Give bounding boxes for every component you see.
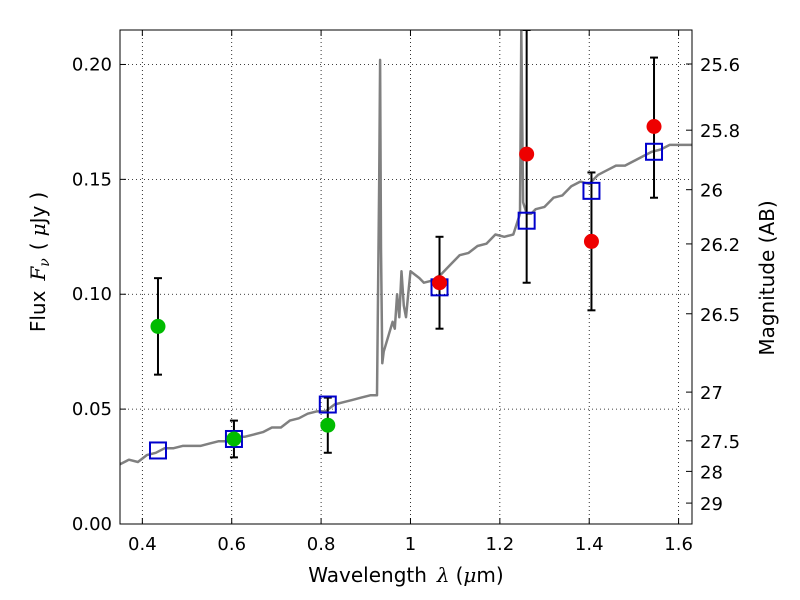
x-axis-title-text: Wavelength [308, 563, 427, 587]
model-square-marker [645, 142, 664, 161]
y-tick-label: 0.00 [72, 514, 112, 535]
y-axis-title-text: Flux [26, 290, 50, 332]
red-data-point [432, 275, 448, 291]
right-axis-ticks: 25.6 25.8 26 26.2 26.5 27 27.5 28 29 [686, 55, 740, 515]
red-data-point [519, 146, 535, 162]
x-tick-label: 1.4 [575, 534, 604, 555]
y-axis-title-unit-open: ( [26, 242, 50, 250]
x-tick-label: 1.6 [664, 534, 693, 555]
y-axis-title: Flux Fν ( μJy) [26, 192, 53, 332]
data-points-group [148, 119, 664, 460]
red-data-point [646, 119, 662, 135]
green-data-point [150, 318, 166, 334]
x-tick-label: 1.2 [486, 534, 515, 555]
model-square-marker [318, 395, 337, 414]
y-axis-title-unit-mu: μ [26, 223, 50, 236]
y-axis-title-unit-rest: Jy [26, 205, 50, 225]
y-axis-title-subscript: ν [37, 258, 53, 267]
magnitude-tick-label: 25.8 [700, 121, 740, 142]
y-tick-label: 0.10 [72, 284, 112, 305]
model-square-marker [582, 181, 601, 200]
x-tick-label: 0.8 [307, 534, 336, 555]
x-axis-title-unit-rest: m) [476, 563, 503, 587]
y-axis-ticks: 0.00 0.05 0.10 0.15 0.20 [72, 54, 126, 535]
magnitude-tick-label: 26.2 [700, 235, 740, 256]
green-data-point [320, 417, 336, 433]
x-tick-label: 0.6 [217, 534, 246, 555]
x-axis-title-symbol: λ [436, 563, 450, 587]
magnitude-tick-label: 29 [700, 494, 723, 515]
red-data-point [583, 233, 599, 249]
y-tick-label: 0.20 [72, 54, 112, 75]
model-square-marker [224, 429, 243, 448]
right-axis-title: Magnitude (AB) [755, 200, 779, 355]
plot-frame [119, 29, 693, 525]
magnitude-tick-label: 25.6 [700, 55, 740, 76]
magnitude-tick-label: 27 [700, 383, 723, 404]
magnitude-tick-label: 28 [700, 462, 723, 483]
y-axis-title-unit-close: ) [26, 192, 50, 200]
magnitude-tick-label: 26.5 [700, 305, 740, 326]
x-tick-label: 1 [405, 534, 416, 555]
green-data-point [226, 431, 242, 447]
y-axis-title-symbol: F [26, 266, 50, 282]
magnitude-tick-label: 27.5 [700, 432, 740, 453]
model-square-marker [517, 211, 536, 230]
x-axis-ticks: 0.4 0.6 0.8 1 1.2 1.4 1.6 [128, 30, 693, 555]
y-tick-label: 0.05 [72, 399, 112, 420]
plot-area [120, 30, 692, 466]
x-axis-title: Wavelength λ (μm) [308, 563, 503, 587]
x-tick-label: 0.4 [128, 534, 157, 555]
x-axis-title-unit-mu: μ [463, 563, 476, 587]
model-square-marker [148, 441, 167, 460]
x-axis-title-unit-open: ( [456, 563, 464, 587]
magnitude-tick-label: 26 [700, 181, 723, 202]
y-tick-label: 0.15 [72, 169, 112, 190]
